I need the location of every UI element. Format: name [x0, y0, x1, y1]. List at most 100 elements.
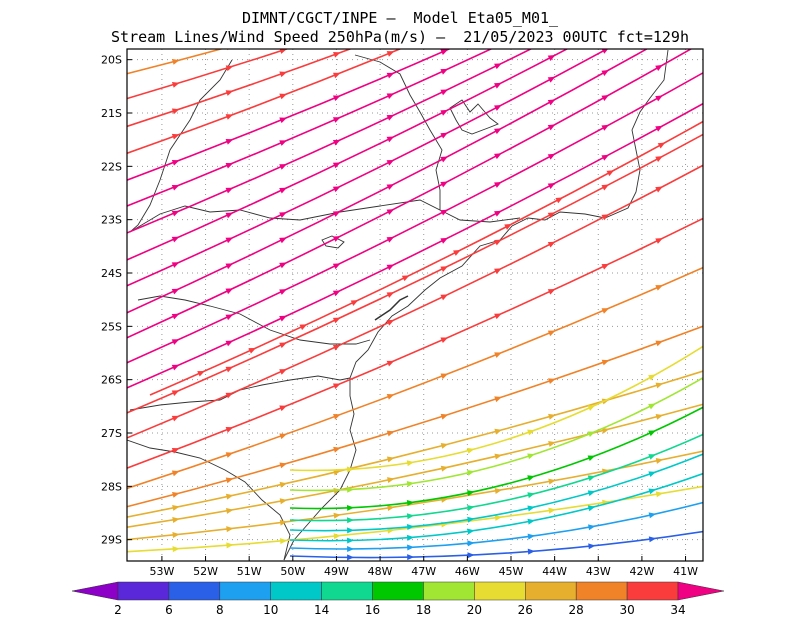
- streamline-arrow: [606, 170, 615, 177]
- streamline-arrow: [332, 211, 341, 217]
- streamline-arrow: [172, 58, 180, 65]
- streamline-arrow: [467, 490, 475, 496]
- streamline-arrow: [279, 117, 287, 124]
- streamline-arrow: [225, 237, 234, 244]
- streamline-arrow: [655, 156, 663, 163]
- streamline-arrow: [494, 63, 502, 70]
- streamline-arrow: [655, 95, 663, 102]
- colorbar-segment: [626, 581, 679, 601]
- streamline-arrow: [406, 460, 415, 467]
- colorbar-label: 26: [518, 603, 533, 617]
- state-border: [129, 54, 443, 233]
- streamline-arrow: [494, 128, 502, 135]
- latitude-axis: 20S 21S 22S 23S 24S 25S 26S 27S 28S 29S: [101, 54, 132, 547]
- streamline-arrow: [346, 486, 355, 493]
- streamline-arrow: [440, 156, 448, 163]
- colorbar-min-triangle: [71, 581, 119, 601]
- lat-tick-label: 25S: [101, 320, 122, 333]
- streamline-arrow: [346, 466, 355, 473]
- colorbar-segment: [321, 581, 373, 601]
- colorbar-label: 2: [114, 603, 122, 617]
- lon-tick-label: 41W: [673, 565, 698, 578]
- streamline-arrow: [279, 498, 288, 505]
- streamline-arrow: [279, 140, 287, 146]
- streamline-arrow: [225, 340, 234, 347]
- streamline-arrow: [347, 554, 355, 561]
- streamline-arrow: [587, 475, 596, 482]
- streamline-arrow: [225, 187, 234, 194]
- streamline: [127, 325, 703, 508]
- streamline-arrow: [440, 294, 449, 301]
- map-plot-area: [127, 23, 703, 561]
- streamline-arrow: [386, 264, 395, 271]
- longitude-axis: 53W 52W 51W 50W 49W 48W 47W 46W 45W 44W 43W 42W 41W: [149, 556, 698, 578]
- streamline-arrow: [279, 369, 287, 375]
- streamline-arrow: [440, 465, 449, 472]
- streamline-arrow: [387, 505, 395, 512]
- streamline-arrow: [197, 370, 205, 377]
- lon-tick-label: 46W: [455, 565, 480, 578]
- streamline-arrow: [172, 532, 180, 538]
- streamline-arrow: [494, 23, 503, 31]
- streamline-arrow: [225, 162, 234, 169]
- streamline-arrow: [657, 142, 666, 149]
- colorbar-segment: [168, 581, 221, 601]
- streamline-arrow: [547, 55, 556, 61]
- streamline-arrow: [333, 446, 341, 453]
- streamline: [127, 49, 452, 181]
- streamline-arrow: [587, 490, 596, 497]
- lon-tick-label: 43W: [586, 565, 611, 578]
- streamline-arrow: [655, 285, 663, 291]
- streamline: [127, 49, 290, 100]
- streamline-arrow: [440, 109, 448, 116]
- streamline-arrow: [494, 313, 502, 320]
- streamline-arrow: [171, 262, 180, 268]
- streamline-arrow: [440, 337, 449, 344]
- lat-tick-label: 27S: [101, 427, 122, 440]
- streamline-arrow: [494, 488, 503, 494]
- streamline-arrow: [407, 554, 415, 561]
- streamline-arrow: [332, 317, 341, 324]
- streamline-arrow: [299, 324, 308, 331]
- colorbar-label: 34: [670, 603, 685, 617]
- streamline-arrow: [172, 517, 180, 523]
- colorbar-label: 8: [216, 603, 224, 617]
- streamline-arrow: [601, 427, 610, 434]
- streamline-arrow: [655, 37, 664, 46]
- streamline: [127, 450, 703, 541]
- streamline-arrow: [226, 507, 234, 514]
- streamline-arrow: [547, 378, 556, 385]
- streamline-arrow: [225, 65, 234, 72]
- streamline-arrow: [440, 89, 449, 96]
- streamline-arrow: [279, 538, 288, 545]
- streamline: [127, 266, 703, 490]
- streamline-arrow: [601, 184, 610, 191]
- streamline-arrow: [386, 360, 395, 367]
- streamline-arrow: [279, 315, 287, 322]
- colorbar-label: 18: [416, 603, 431, 617]
- streamline-arrow: [494, 82, 502, 89]
- streamline-arrow: [440, 68, 449, 75]
- colorbar-segment: [372, 581, 424, 601]
- lon-tick-label: 44W: [542, 565, 567, 578]
- streamline-arrow: [547, 99, 556, 106]
- streamline-arrow: [225, 493, 234, 500]
- streamline-arrow: [332, 290, 341, 297]
- streamline-arrow: [226, 526, 234, 533]
- streamline-arrow: [225, 263, 234, 270]
- streamline-arrow: [467, 528, 475, 535]
- streamline-arrow: [587, 505, 596, 512]
- streamline-arrow: [332, 162, 341, 169]
- streamline-arrow: [466, 469, 475, 476]
- streamline-arrow: [406, 513, 415, 520]
- streamline-arrow: [494, 396, 502, 403]
- colorbar-label: 14: [314, 603, 329, 617]
- streamline-arrow: [279, 289, 287, 295]
- streamline-arrow: [547, 289, 556, 295]
- streamline-arrow: [279, 71, 287, 78]
- lon-tick-label: 53W: [149, 565, 174, 578]
- streamline-arrow: [547, 241, 556, 248]
- streamline-arrow: [279, 433, 287, 440]
- streamline-arrow: [648, 454, 656, 460]
- streamline-arrow: [279, 342, 287, 349]
